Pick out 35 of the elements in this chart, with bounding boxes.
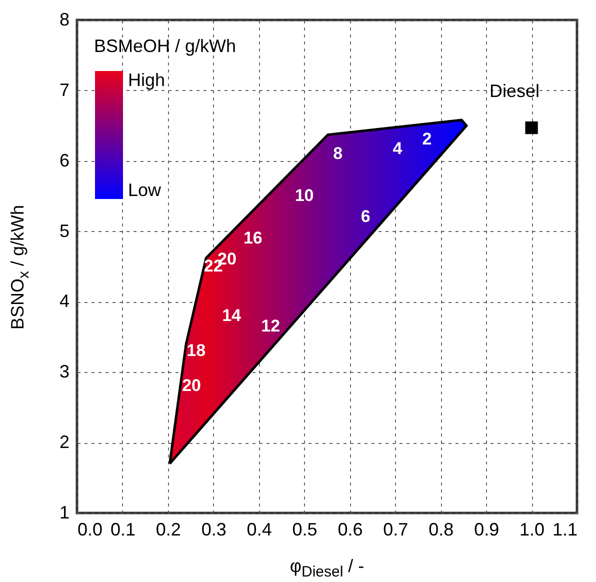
annotation: 2 <box>422 130 432 149</box>
x-tick-label: 0.5 <box>292 520 318 540</box>
x-tick-label: 1.1 <box>552 520 578 540</box>
annotation: High <box>128 70 166 90</box>
x-tick-label: 0.4 <box>246 520 272 540</box>
x-tick-label: 0.0 <box>78 520 103 540</box>
color-bar-title: BSMeOH / g/kWh <box>94 36 236 57</box>
annotation: 10 <box>294 186 314 206</box>
annotation: 18 <box>186 341 206 360</box>
annotation: 4 <box>392 138 403 158</box>
annotation: 14 <box>222 306 242 325</box>
y-tick-label: 4 <box>59 291 70 312</box>
annotation: 12 <box>261 316 280 336</box>
x-axis-title: φ$_{Diesel}$ / - <box>288 556 366 581</box>
y-tick-label: 6 <box>59 150 70 170</box>
x-tick-label: 0.1 <box>110 520 136 540</box>
x-tick-label: 0.8 <box>428 520 454 540</box>
annotation: Low <box>128 180 162 200</box>
y-tick-label: 5 <box>59 220 70 241</box>
x-tick-label: 0.3 <box>201 520 226 540</box>
x-tick-label: 0.2 <box>156 520 181 540</box>
y-tick-label: 1 <box>59 502 70 522</box>
y-tick-label: 8 <box>59 10 70 30</box>
y-tick-label: 3 <box>59 362 70 382</box>
x-tick-label: 0.7 <box>383 520 408 540</box>
series-label: Diesel <box>490 80 540 101</box>
annotation: 20 <box>182 376 202 396</box>
y-tick-label: 2 <box>59 432 70 452</box>
x-tick-label: 1.0 <box>520 520 545 540</box>
y-tick-label: 7 <box>59 80 70 100</box>
x-tick-label: 0.9 <box>474 520 500 540</box>
annotation: 6 <box>360 207 370 226</box>
annotation: 16 <box>243 228 262 248</box>
x-tick-label: 0.6 <box>338 520 363 540</box>
annotation: 8 <box>333 144 343 163</box>
